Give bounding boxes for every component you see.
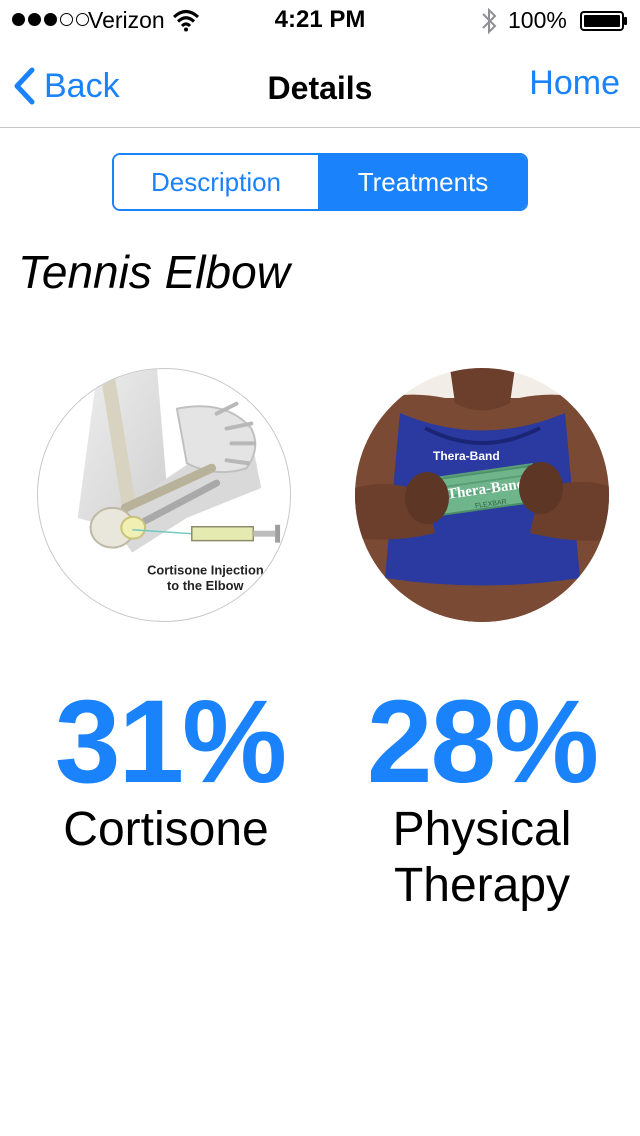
back-button[interactable]: Back bbox=[12, 64, 120, 108]
cortisone-percent: 31% bbox=[54, 676, 287, 808]
physical-therapy-percent: 28% bbox=[366, 676, 599, 808]
physical-therapy-image: Thera-Band Thera-Band FLEXBAR bbox=[355, 368, 609, 622]
signal-strength-icon bbox=[12, 13, 89, 26]
status-time: 4:21 PM bbox=[274, 6, 366, 33]
back-label: Back bbox=[44, 67, 120, 105]
elbow-illustration: Cortisone Injection to the Elbow bbox=[77, 369, 281, 593]
chevron-left-icon bbox=[14, 67, 35, 105]
cortisone-injection-image: Cortisone Injection to the Elbow bbox=[37, 368, 291, 622]
image-caption-line2: to the Elbow bbox=[167, 578, 245, 593]
bluetooth-icon bbox=[482, 7, 497, 35]
image-caption-line1: Cortisone Injection bbox=[147, 562, 264, 577]
navigation-bar: Back Details Home bbox=[0, 40, 640, 128]
condition-title: Tennis Elbow bbox=[18, 246, 290, 298]
shirt-brand-text: Thera-Band bbox=[433, 449, 500, 463]
tab-description[interactable]: Description bbox=[114, 155, 320, 209]
flexbar-sub-text: FLEXBAR bbox=[475, 499, 508, 510]
flexbar-exercise-illustration: Thera-Band Thera-Band FLEXBAR bbox=[355, 368, 609, 622]
status-bar: Verizon 4:21 PM 100% bbox=[0, 0, 640, 40]
battery-percent: 100% bbox=[508, 7, 567, 33]
segmented-control: Description Treatments bbox=[112, 153, 528, 211]
battery-icon bbox=[580, 11, 627, 31]
carrier-name: Verizon bbox=[88, 7, 165, 33]
home-button[interactable]: Home bbox=[529, 64, 620, 102]
tab-treatments[interactable]: Treatments bbox=[320, 155, 526, 209]
physical-therapy-label: Physical Therapy bbox=[392, 803, 572, 912]
cortisone-label: Cortisone bbox=[63, 803, 269, 856]
wifi-icon bbox=[172, 10, 200, 32]
